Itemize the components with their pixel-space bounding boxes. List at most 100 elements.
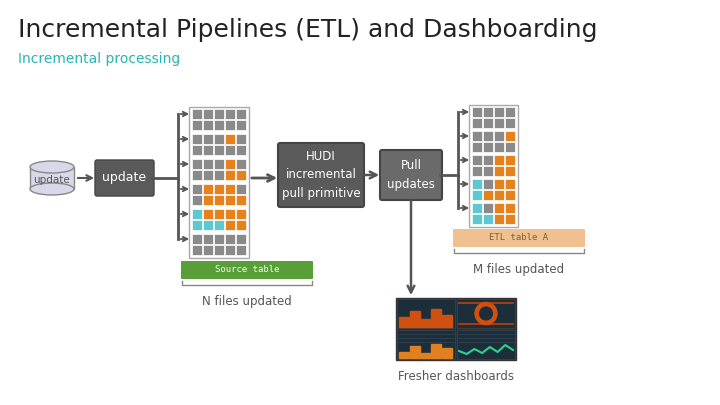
Bar xyxy=(236,220,246,230)
Bar xyxy=(236,145,246,155)
Bar xyxy=(192,145,202,155)
Bar xyxy=(494,166,504,176)
Bar xyxy=(505,203,515,213)
Bar xyxy=(236,209,246,219)
Bar xyxy=(225,170,235,180)
Bar xyxy=(420,319,431,327)
Text: ETL table A: ETL table A xyxy=(490,234,549,243)
Bar xyxy=(494,214,504,224)
FancyBboxPatch shape xyxy=(453,229,585,247)
Bar xyxy=(236,159,246,169)
Bar xyxy=(203,195,213,205)
Bar xyxy=(236,245,246,255)
Bar xyxy=(225,234,235,244)
Bar xyxy=(203,145,213,155)
Bar xyxy=(442,315,452,327)
Bar xyxy=(203,120,213,130)
Bar xyxy=(203,159,213,169)
Bar xyxy=(494,190,504,200)
Bar xyxy=(203,109,213,119)
Bar xyxy=(214,170,224,180)
Bar xyxy=(214,159,224,169)
Bar xyxy=(494,203,504,213)
Bar xyxy=(457,330,515,359)
Bar xyxy=(225,195,235,205)
Text: Incremental Pipelines (ETL) and Dashboarding: Incremental Pipelines (ETL) and Dashboar… xyxy=(18,18,598,42)
Bar xyxy=(457,299,515,328)
Text: M files updated: M files updated xyxy=(474,263,564,276)
Bar xyxy=(505,190,515,200)
Bar xyxy=(483,142,493,152)
Bar xyxy=(483,203,493,213)
Bar xyxy=(203,245,213,255)
Bar xyxy=(192,184,202,194)
Bar xyxy=(505,131,515,141)
Bar xyxy=(472,142,482,152)
Bar xyxy=(483,179,493,189)
Text: HUDI
incremental
pull primitive: HUDI incremental pull primitive xyxy=(282,149,360,200)
Bar xyxy=(472,166,482,176)
Text: Fresher dashboards: Fresher dashboards xyxy=(398,370,514,383)
Bar xyxy=(214,134,224,144)
Bar xyxy=(505,155,515,165)
Bar xyxy=(192,170,202,180)
Bar xyxy=(494,179,504,189)
Bar xyxy=(225,109,235,119)
FancyBboxPatch shape xyxy=(30,167,74,189)
Bar xyxy=(192,209,202,219)
Bar xyxy=(236,109,246,119)
Bar xyxy=(483,131,493,141)
Bar xyxy=(203,184,213,194)
Bar xyxy=(236,120,246,130)
Bar xyxy=(472,203,482,213)
Ellipse shape xyxy=(30,183,74,195)
Bar xyxy=(192,120,202,130)
Bar xyxy=(483,155,493,165)
Bar xyxy=(225,134,235,144)
FancyBboxPatch shape xyxy=(95,160,154,196)
Bar xyxy=(431,344,441,358)
Bar xyxy=(214,195,224,205)
Bar xyxy=(399,352,409,358)
FancyBboxPatch shape xyxy=(278,143,364,207)
Bar xyxy=(505,142,515,152)
Bar xyxy=(192,109,202,119)
Bar xyxy=(494,118,504,128)
Bar xyxy=(225,220,235,230)
Bar xyxy=(494,142,504,152)
Text: Incremental processing: Incremental processing xyxy=(18,52,180,66)
Bar xyxy=(410,311,420,327)
Bar xyxy=(192,134,202,144)
Bar xyxy=(236,134,246,144)
Bar xyxy=(494,131,504,141)
Bar xyxy=(494,107,504,117)
Bar xyxy=(483,107,493,117)
Bar xyxy=(214,184,224,194)
Bar xyxy=(225,120,235,130)
Bar xyxy=(225,184,235,194)
Bar xyxy=(397,299,455,328)
Bar xyxy=(214,145,224,155)
Circle shape xyxy=(480,307,492,320)
Bar xyxy=(483,166,493,176)
Bar xyxy=(214,245,224,255)
Bar xyxy=(396,298,516,360)
Bar xyxy=(192,159,202,169)
Bar xyxy=(483,118,493,128)
Text: Source table: Source table xyxy=(215,266,279,275)
Bar xyxy=(192,195,202,205)
FancyBboxPatch shape xyxy=(380,150,442,200)
Bar xyxy=(192,234,202,244)
Bar xyxy=(236,195,246,205)
Bar xyxy=(203,134,213,144)
Bar xyxy=(214,209,224,219)
Bar xyxy=(225,145,235,155)
Bar xyxy=(483,190,493,200)
Bar xyxy=(236,170,246,180)
Bar xyxy=(192,245,202,255)
Bar xyxy=(399,317,409,327)
Bar xyxy=(494,155,504,165)
Ellipse shape xyxy=(30,161,74,173)
Bar xyxy=(472,131,482,141)
Bar xyxy=(505,179,515,189)
